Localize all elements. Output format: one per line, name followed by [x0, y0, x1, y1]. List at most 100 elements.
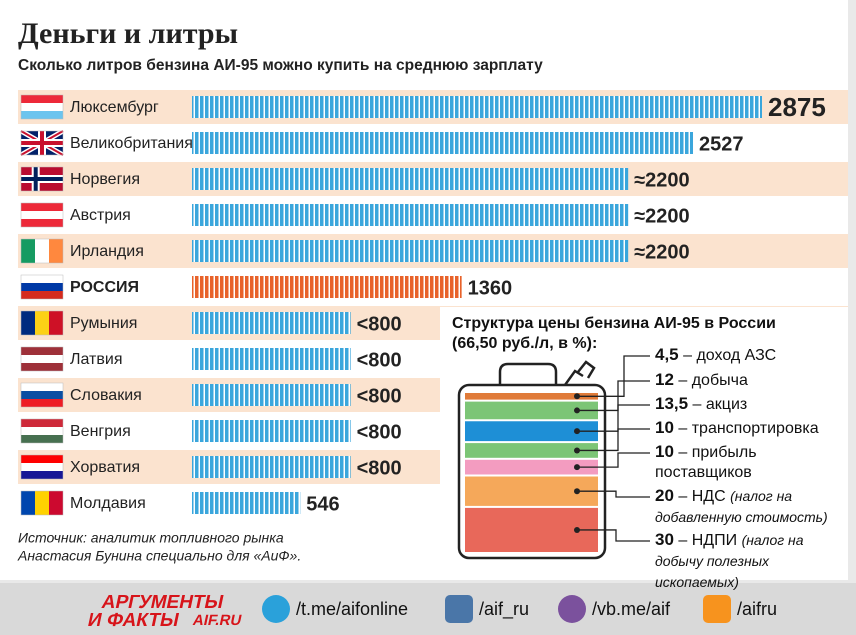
segment-category: – доход АЗС	[683, 347, 777, 364]
category-label: Молдавия	[70, 495, 146, 512]
subtitle: Сколько литров бензина АИ-95 можно купит…	[18, 57, 543, 74]
flag	[20, 202, 64, 228]
flag-stripe	[21, 95, 63, 103]
flag	[20, 238, 64, 264]
value-label: ≈2200	[634, 169, 689, 191]
bar-stripes	[192, 492, 301, 514]
flag-stripe	[21, 435, 63, 443]
flag-stripe	[35, 491, 49, 515]
category-label: РОССИЯ	[70, 279, 139, 296]
leader-line	[577, 529, 650, 542]
value-label: 1360	[468, 277, 512, 299]
segment-label: 13,5 – акциз	[655, 394, 845, 415]
flag	[20, 490, 64, 516]
leader-line	[577, 380, 650, 412]
flag-stripe	[21, 219, 63, 227]
leader-line	[577, 428, 650, 452]
flag	[20, 94, 64, 120]
flag-stripe	[21, 347, 63, 355]
flag-stripe	[21, 291, 63, 299]
flag	[20, 166, 64, 192]
flag-stripe	[21, 211, 63, 219]
category-label: Румыния	[70, 315, 137, 332]
segment-value: 12	[655, 370, 674, 389]
source: Анастасия Бунина специально для «АиФ».	[17, 548, 301, 564]
bar-stripes	[192, 384, 351, 406]
leader-line	[577, 452, 650, 468]
category-label: Ирландия	[70, 243, 144, 260]
flag-border	[20, 130, 64, 156]
segment-label: 12 – добыча	[655, 370, 845, 391]
flag-stripe	[21, 103, 63, 111]
flag	[20, 418, 64, 444]
value-label: 546	[306, 493, 339, 515]
flag	[20, 310, 64, 336]
source: Источник: аналитик топливного рынка	[18, 530, 284, 546]
flag-stripe	[21, 131, 63, 155]
link-text[interactable]: /aif_ru	[479, 599, 529, 620]
flag-stripe	[21, 167, 63, 191]
flag-stripe	[21, 383, 63, 391]
flag-border	[20, 346, 64, 372]
segment-value: 20	[655, 486, 674, 505]
bar-stripes	[192, 204, 629, 226]
value-label: 2527	[699, 133, 744, 155]
segment-value: 30	[655, 530, 674, 549]
flag-stripe	[35, 311, 49, 335]
bar-stripes	[192, 276, 462, 298]
segment-label: 20 – НДС (налог на добавленную стоимость…	[655, 486, 845, 528]
segment-value: 4,5	[655, 345, 679, 364]
flag-border	[20, 202, 64, 228]
segment-value: 10	[655, 442, 674, 461]
flag-border	[20, 274, 64, 300]
bar-stripes	[192, 456, 351, 478]
segment	[465, 421, 598, 442]
value-label: <800	[357, 457, 402, 479]
segment-label: 30 – НДПИ (налог на добычу полезных иско…	[655, 530, 845, 593]
category-label: Хорватия	[70, 459, 140, 476]
segment-value: 13,5	[655, 394, 689, 413]
flag-border	[20, 454, 64, 480]
inset-title: Структура цены бензина АИ-95 в России (6…	[452, 315, 776, 352]
flag-stripe	[49, 311, 63, 335]
flag-stripe	[21, 203, 63, 211]
value-label: ≈2200	[634, 241, 689, 263]
link-icon	[703, 595, 731, 623]
category-label: Латвия	[70, 351, 122, 368]
bar-stripes	[192, 96, 762, 118]
bar-stripes	[192, 132, 694, 154]
link-text[interactable]: /vb.me/aif	[592, 599, 671, 619]
logo-text: АРГУМЕНТЫ	[100, 592, 226, 613]
category-label: Великобритания	[70, 135, 193, 152]
segment-note: (налог на добычу полезных ископаемых)	[655, 532, 804, 590]
title: Деньги и литры	[18, 17, 238, 50]
link-icon	[262, 595, 290, 623]
segment-note: (налог на добавленную стоимость)	[655, 488, 828, 525]
segment-category: – акциз	[692, 396, 748, 413]
category-label: Словакия	[70, 387, 142, 404]
bar-stripes	[192, 240, 629, 262]
bar-stripes	[192, 420, 351, 442]
link-icon	[558, 595, 586, 623]
flag-stripe	[21, 455, 63, 463]
flag-stripe	[21, 463, 63, 471]
flag-border	[20, 418, 64, 444]
canister	[498, 360, 596, 386]
flag-stripe	[49, 491, 63, 515]
flag-border	[20, 490, 64, 516]
flag-border	[20, 310, 64, 336]
flag-border	[20, 238, 64, 264]
category-label: Венгрия	[70, 423, 131, 440]
link-text[interactable]: /aifru	[737, 599, 777, 619]
bar-stripes	[192, 348, 351, 370]
leader-line	[577, 404, 650, 432]
flag	[19, 128, 65, 158]
segment-category: – добыча	[678, 372, 748, 389]
flag-stripe	[35, 239, 49, 263]
link-text[interactable]: /t.me/aifonline	[296, 599, 408, 619]
segment-label: 10 – прибыль поставщиков	[655, 442, 845, 483]
flag-border	[20, 382, 64, 408]
